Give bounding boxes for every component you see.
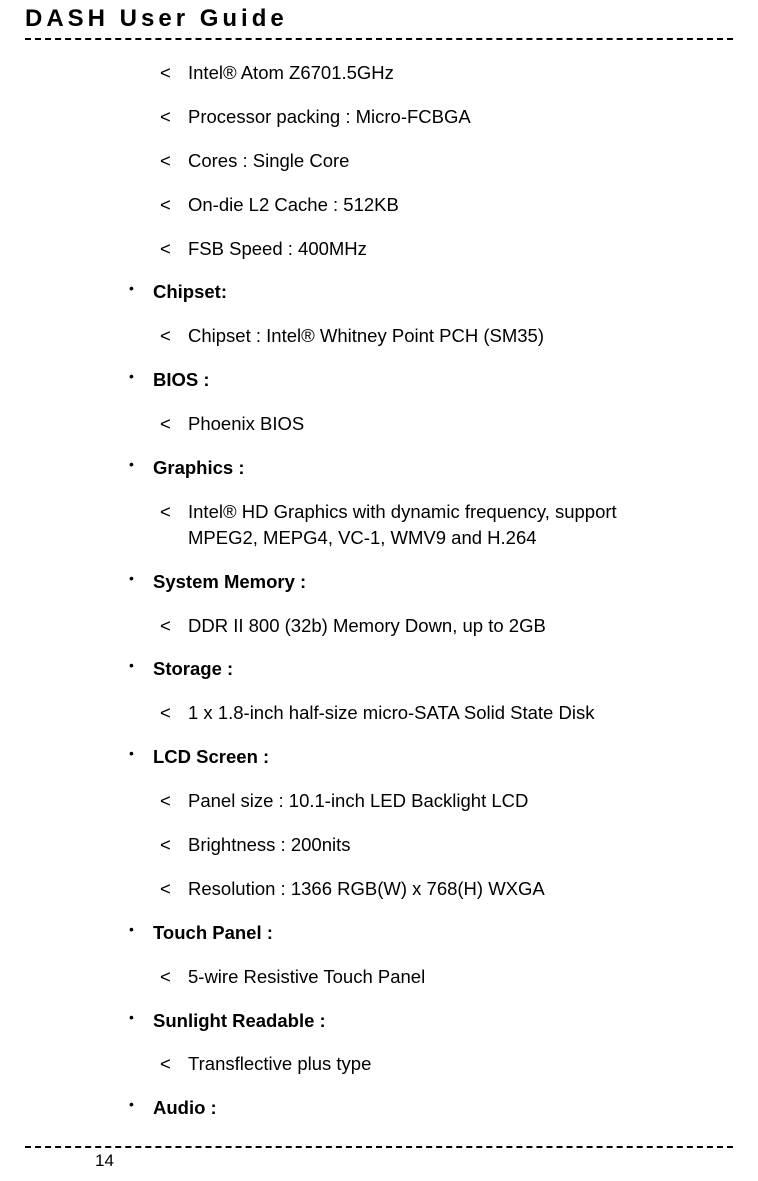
page-title: DASH User Guide [25,5,733,33]
content-region: Intel® Atom Z6701.5GHz Processor packing… [25,40,733,1146]
spec-sections: Chipset: Chipset : Intel® Whitney Point … [125,279,683,1121]
section-lcd: LCD Screen : Panel size : 10.1-inch LED … [125,744,683,902]
section-chipset: Chipset: Chipset : Intel® Whitney Point … [125,279,683,349]
spec-item: 5-wire Resistive Touch Panel [160,964,683,990]
section-heading: Chipset: [153,281,227,302]
section-storage: Storage : 1 x 1.8-inch half-size micro-S… [125,656,683,726]
footer-divider [25,1146,733,1148]
spec-item: Cores : Single Core [160,148,683,174]
spec-item: Resolution : 1366 RGB(W) x 768(H) WXGA [160,876,683,902]
spec-item: 1 x 1.8-inch half-size micro-SATA Solid … [160,700,683,726]
spec-item: Intel® HD Graphics with dynamic frequenc… [160,499,683,551]
spec-item: Brightness : 200nits [160,832,683,858]
cpu-spec-list: Intel® Atom Z6701.5GHz Processor packing… [125,60,683,261]
section-heading: Touch Panel : [153,922,273,943]
spec-item: Transflective plus type [160,1051,683,1077]
section-audio: Audio : [125,1095,683,1121]
section-heading: Audio : [153,1097,217,1118]
spec-item: FSB Speed : 400MHz [160,236,683,262]
spec-item: Chipset : Intel® Whitney Point PCH (SM35… [160,323,683,349]
spec-item: Phoenix BIOS [160,411,683,437]
spec-item: DDR II 800 (32b) Memory Down, up to 2GB [160,613,683,639]
section-heading: Sunlight Readable : [153,1010,326,1031]
section-heading: BIOS : [153,369,210,390]
section-touch: Touch Panel : 5-wire Resistive Touch Pan… [125,920,683,990]
document-page: DASH User Guide Intel® Atom Z6701.5GHz P… [0,0,758,1181]
page-number: 14 [95,1151,733,1171]
section-sunlight: Sunlight Readable : Transflective plus t… [125,1008,683,1078]
spec-item: Panel size : 10.1-inch LED Backlight LCD [160,788,683,814]
section-bios: BIOS : Phoenix BIOS [125,367,683,437]
section-memory: System Memory : DDR II 800 (32b) Memory … [125,569,683,639]
spec-item: On-die L2 Cache : 512KB [160,192,683,218]
section-heading: System Memory : [153,571,306,592]
section-heading: LCD Screen : [153,746,269,767]
spec-item: Intel® Atom Z6701.5GHz [160,60,683,86]
section-heading: Storage : [153,658,233,679]
section-heading: Graphics : [153,457,245,478]
spec-item: Processor packing : Micro-FCBGA [160,104,683,130]
section-graphics: Graphics : Intel® HD Graphics with dynam… [125,455,683,551]
